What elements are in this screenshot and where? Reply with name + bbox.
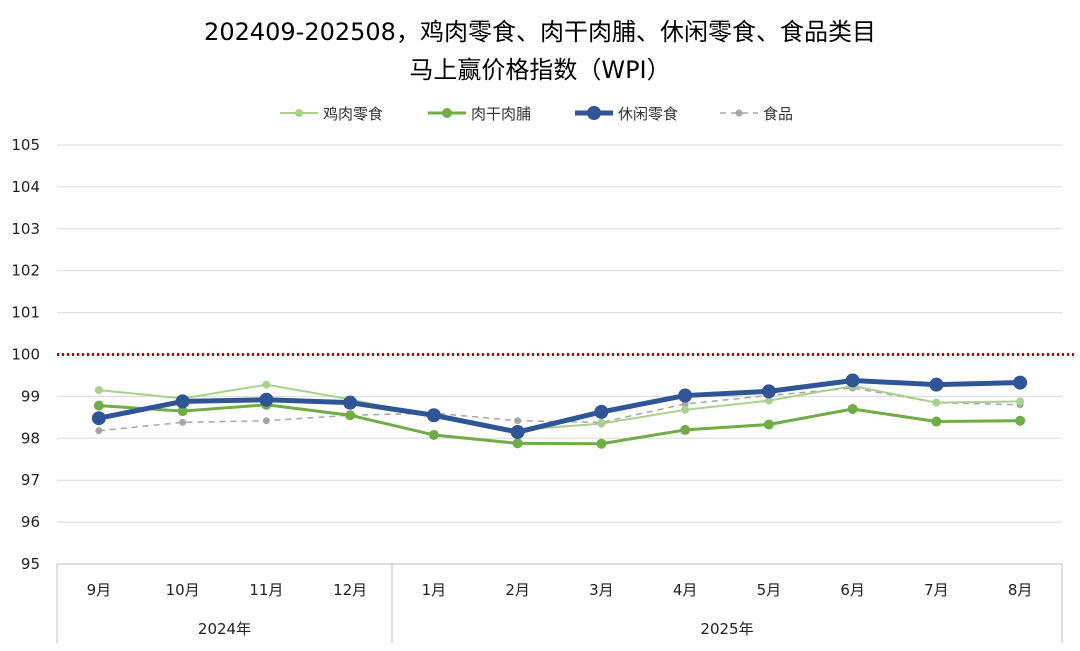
- series-3-point-6: [510, 425, 525, 440]
- series-3-line: [98, 377, 1021, 435]
- series-1-point-3: [262, 380, 271, 389]
- series-2-point-11: [931, 416, 942, 427]
- series-2-point-6: [512, 438, 523, 449]
- y-tick-label-96: 96: [21, 513, 40, 531]
- y-tick-label-102: 102: [11, 262, 40, 280]
- series-1-point-7: [597, 419, 606, 428]
- series-3-point-7: [594, 404, 609, 419]
- x-group-label-1: 2024年: [198, 620, 251, 638]
- series-1-point-9: [764, 396, 773, 405]
- legend-swatch-marker-1: [295, 109, 303, 117]
- x-tick-label-11: 7月: [924, 581, 949, 599]
- series-4-point-6: [514, 417, 522, 425]
- series-lines: [91, 373, 1028, 449]
- series-3-point-1: [91, 411, 106, 426]
- series-3-point-11: [929, 377, 944, 392]
- series-1-point-12: [1016, 397, 1025, 406]
- y-axis: 95 96 97 98 99 100 101 102 103 104 105: [11, 136, 40, 573]
- series-3-point-4: [343, 395, 358, 410]
- series-3-point-8: [678, 388, 693, 403]
- y-tick-label-98: 98: [21, 429, 40, 447]
- series-3-point-2: [175, 394, 190, 409]
- series-2-line: [98, 403, 1021, 446]
- series-2-point-7: [596, 438, 607, 449]
- x-tick-label-2: 10月: [166, 581, 200, 599]
- legend-item-2: 肉干肉脯: [428, 105, 531, 123]
- gridlines: [57, 144, 1062, 565]
- series-2-point-9: [763, 419, 774, 430]
- series-3-point-10: [845, 373, 860, 388]
- y-tick-label-97: 97: [21, 471, 40, 489]
- y-tick-label-99: 99: [21, 387, 40, 405]
- legend-item-4: 食品: [720, 105, 793, 123]
- x-tick-label-5: 1月: [422, 581, 447, 599]
- series-3-point-12: [1013, 375, 1028, 390]
- series-2-point-5: [428, 429, 439, 440]
- y-tick-label-101: 101: [11, 304, 40, 322]
- legend-swatch-marker-2: [442, 108, 452, 118]
- series-1-line: [98, 383, 1021, 431]
- series-1-point-11: [932, 398, 941, 407]
- y-tick-label-100: 100: [11, 346, 40, 364]
- y-tick-label-104: 104: [11, 178, 40, 196]
- legend-item-3: 休闲零食: [575, 105, 678, 123]
- series-2-point-12: [1015, 415, 1026, 426]
- legend-swatch-marker-3: [587, 106, 601, 120]
- x-tick-label-1: 9月: [87, 581, 112, 599]
- x-tick-label-3: 11月: [249, 581, 283, 599]
- y-tick-label-103: 103: [11, 220, 40, 238]
- legend: 鸡肉零食 肉干肉脯 休闲零食 食品: [280, 105, 793, 123]
- series-4-point-3: [262, 417, 270, 425]
- series-3-point-9: [761, 384, 776, 399]
- chart-title-line1: 202409-202508，鸡肉零食、肉干肉脯、休闲零食、食品类目: [204, 18, 876, 46]
- series-4-point-1: [95, 427, 103, 435]
- series-3: [91, 373, 1028, 440]
- x-tick-label-12: 8月: [1008, 581, 1033, 599]
- x-tick-label-4: 12月: [333, 581, 367, 599]
- series-2-point-4: [345, 410, 356, 421]
- y-tick-label-105: 105: [11, 136, 40, 154]
- legend-label-4: 食品: [763, 105, 793, 123]
- series-3-point-3: [259, 392, 274, 407]
- x-tick-label-10: 6月: [840, 581, 865, 599]
- chart-title-line2: 马上赢价格指数（WPI）: [409, 56, 670, 84]
- series-4-point-2: [179, 418, 187, 426]
- x-group-label-2: 2025年: [700, 620, 753, 638]
- series-1-point-1: [94, 386, 103, 395]
- series-1-point-8: [681, 405, 690, 414]
- x-tick-label-8: 4月: [673, 581, 698, 599]
- x-tick-label-9: 5月: [757, 581, 782, 599]
- x-tick-label-7: 3月: [589, 581, 614, 599]
- x-axis: 9月 10月 11月 12月 1月 2月 3月 4月 5月 6月 7月 8月 2024年 2025年: [56, 563, 1063, 643]
- legend-label-1: 鸡肉零食: [323, 105, 383, 123]
- legend-item-1: 鸡肉零食: [280, 105, 383, 123]
- series-2-point-8: [680, 424, 691, 435]
- x-tick-label-6: 2月: [505, 581, 530, 599]
- series-4-line: [98, 387, 1021, 432]
- series-2-point-1: [93, 400, 104, 411]
- legend-swatch-marker-4: [735, 109, 743, 117]
- series-3-point-5: [426, 408, 441, 423]
- series-2-point-10: [847, 403, 858, 414]
- series-2-point-2: [177, 406, 188, 417]
- legend-label-3: 休闲零食: [618, 105, 678, 123]
- y-tick-label-95: 95: [21, 555, 40, 573]
- legend-label-2: 肉干肉脯: [471, 105, 531, 123]
